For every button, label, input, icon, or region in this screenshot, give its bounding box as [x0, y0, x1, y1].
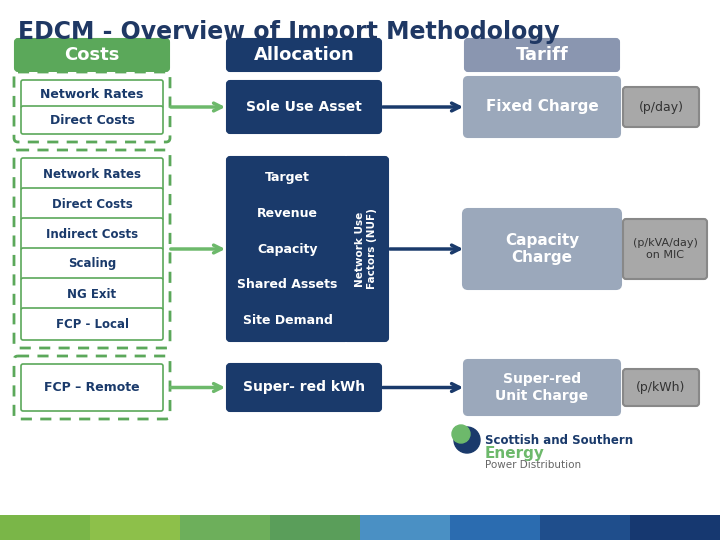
Text: Scaling: Scaling: [68, 258, 116, 271]
Text: Direct Costs: Direct Costs: [50, 113, 135, 126]
Text: Capacity: Capacity: [257, 242, 318, 255]
FancyBboxPatch shape: [227, 364, 381, 411]
Circle shape: [452, 425, 470, 443]
Text: Network Rates: Network Rates: [40, 87, 144, 100]
Text: Direct Costs: Direct Costs: [52, 198, 132, 211]
Text: Costs: Costs: [64, 46, 120, 64]
FancyBboxPatch shape: [464, 77, 620, 137]
FancyBboxPatch shape: [623, 219, 707, 279]
Text: EDCM - Overview of Import Methodology: EDCM - Overview of Import Methodology: [18, 20, 559, 44]
Text: Fixed Charge: Fixed Charge: [485, 99, 598, 114]
FancyBboxPatch shape: [21, 278, 163, 310]
FancyBboxPatch shape: [464, 360, 620, 415]
FancyBboxPatch shape: [344, 157, 388, 341]
Text: Power Distribution: Power Distribution: [485, 460, 581, 470]
FancyBboxPatch shape: [21, 218, 163, 250]
Bar: [360, 515, 450, 540]
Text: Energy: Energy: [485, 446, 545, 461]
FancyBboxPatch shape: [465, 39, 619, 71]
Text: Indirect Costs: Indirect Costs: [46, 227, 138, 240]
Text: Scottish and Southern: Scottish and Southern: [485, 434, 633, 447]
FancyBboxPatch shape: [623, 87, 699, 127]
FancyBboxPatch shape: [227, 157, 348, 341]
FancyBboxPatch shape: [14, 356, 170, 419]
Text: Shared Assets: Shared Assets: [238, 278, 338, 291]
FancyBboxPatch shape: [463, 209, 621, 289]
FancyBboxPatch shape: [21, 80, 163, 108]
Text: (p/kVA/day)
on MIC: (p/kVA/day) on MIC: [633, 238, 698, 260]
Bar: [270, 515, 360, 540]
FancyBboxPatch shape: [227, 81, 381, 133]
Text: FCP - Local: FCP - Local: [55, 318, 128, 330]
FancyBboxPatch shape: [21, 158, 163, 190]
Bar: [540, 515, 630, 540]
Text: NG Exit: NG Exit: [68, 287, 117, 300]
Text: Tariff: Tariff: [516, 46, 568, 64]
Text: Sole Use Asset: Sole Use Asset: [246, 100, 362, 114]
FancyBboxPatch shape: [623, 369, 699, 406]
Text: Super-red
Unit Charge: Super-red Unit Charge: [495, 373, 588, 403]
Text: Revenue: Revenue: [257, 207, 318, 220]
Text: Capacity
Charge: Capacity Charge: [505, 233, 579, 265]
FancyBboxPatch shape: [15, 39, 169, 71]
Bar: [180, 515, 270, 540]
FancyBboxPatch shape: [21, 364, 163, 411]
Circle shape: [454, 427, 480, 453]
Bar: [0, 515, 90, 540]
FancyBboxPatch shape: [21, 248, 163, 280]
Text: Super- red kWh: Super- red kWh: [243, 381, 365, 395]
FancyBboxPatch shape: [227, 39, 381, 71]
Text: Site Demand: Site Demand: [243, 314, 333, 327]
Bar: [450, 515, 540, 540]
FancyBboxPatch shape: [21, 106, 163, 134]
FancyBboxPatch shape: [21, 188, 163, 220]
Bar: [630, 515, 720, 540]
FancyBboxPatch shape: [21, 308, 163, 340]
Text: Allocation: Allocation: [253, 46, 354, 64]
Bar: [90, 515, 180, 540]
Text: Network Rates: Network Rates: [43, 167, 141, 180]
Text: (p/day): (p/day): [639, 100, 683, 113]
FancyBboxPatch shape: [14, 72, 170, 142]
Text: FCP – Remote: FCP – Remote: [44, 381, 140, 394]
Text: (p/kWh): (p/kWh): [636, 381, 685, 394]
FancyBboxPatch shape: [14, 150, 170, 348]
Text: Network Use
Factors (NUF): Network Use Factors (NUF): [355, 208, 377, 289]
Text: Target: Target: [265, 171, 310, 184]
